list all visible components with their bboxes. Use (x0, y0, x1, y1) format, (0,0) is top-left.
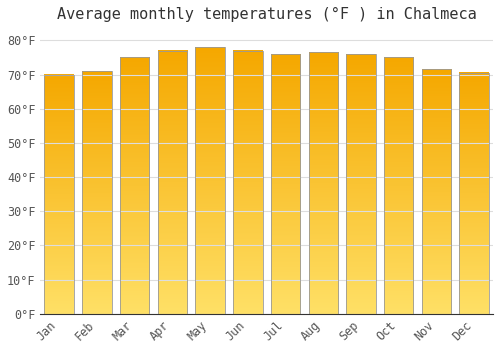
Bar (271, 54, 300, 314)
Bar (308, 52, 338, 314)
Bar (460, 73, 489, 314)
Bar (158, 51, 187, 314)
Bar (384, 57, 414, 314)
Bar (196, 47, 225, 314)
Bar (233, 51, 262, 314)
Bar (422, 69, 451, 314)
Bar (346, 54, 376, 314)
Bar (44, 75, 74, 314)
Title: Average monthly temperatures (°F ) in Chalmeca: Average monthly temperatures (°F ) in Ch… (57, 7, 476, 22)
Bar (82, 71, 112, 314)
Bar (120, 57, 150, 314)
